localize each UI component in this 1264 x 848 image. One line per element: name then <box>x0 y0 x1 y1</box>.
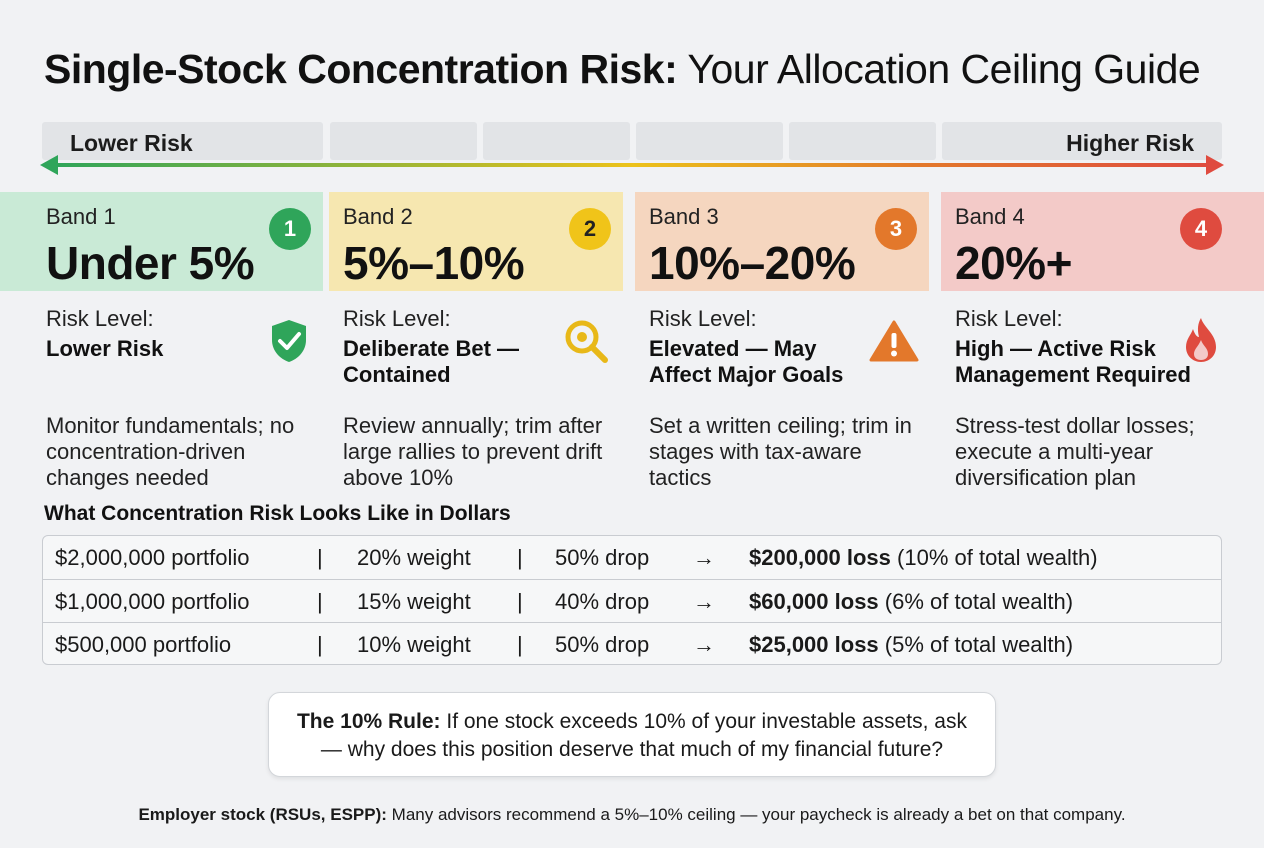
risk-gradient-arrow <box>40 155 1224 175</box>
price-drop: 50% drop <box>555 632 650 657</box>
band-4-risk-level: High — Active Risk Management Required <box>955 336 1191 387</box>
price-drop: 50% drop <box>555 545 650 570</box>
footer-text: Many advisors recommend a 5%–10% ceiling… <box>391 805 1126 824</box>
band-1-range: Under 5% <box>46 237 255 289</box>
portfolio-value: $1,000,000 portfolio <box>55 589 250 614</box>
band-4-badge: 4 <box>1180 208 1222 250</box>
arrow-right-icon: → <box>693 589 715 614</box>
scale-low-label: Lower Risk <box>70 130 193 156</box>
band-3-description: Set a written ceiling; trim in stages wi… <box>649 413 912 490</box>
table-row: $2,000,000 portfolio | 20% weight | 50% … <box>43 536 1221 579</box>
rule-title: The 10% Rule: <box>296 710 441 733</box>
page-title: Single-Stock Concentration Risk: Your Al… <box>44 46 1201 93</box>
scale-segment <box>942 122 1222 160</box>
scale-high-label: Higher Risk <box>1066 130 1194 156</box>
column-separator: | <box>317 545 323 570</box>
scale-segment <box>42 122 323 160</box>
band-2-name: Band 2 <box>343 204 413 229</box>
band-2-risk-level: Deliberate Bet — Contained <box>343 336 520 387</box>
loss-amount: $25,000 loss <box>749 632 879 657</box>
column-separator: | <box>517 632 523 657</box>
dollar-loss: $25,000 loss (5% of total wealth) <box>749 632 1073 658</box>
band-3-header: Band 3 10%–20% 3 <box>635 192 929 291</box>
column-separator: | <box>317 632 323 657</box>
portfolio-value: $500,000 portfolio <box>55 632 232 657</box>
loss-share: (5% of total wealth) <box>884 632 1074 657</box>
risk-level-label: Risk Level: <box>343 306 451 331</box>
loss-share: (6% of total wealth) <box>884 589 1074 614</box>
band-4-range: 20%+ <box>955 237 1072 289</box>
band-2-description: Review annually; trim after large rallie… <box>343 413 603 490</box>
loss-amount: $60,000 loss <box>749 589 879 614</box>
scale-segment <box>636 122 783 160</box>
band-1-body: Risk Level: Lower Risk Monitor fundament… <box>0 306 323 490</box>
dollars-section-title: What Concentration Risk Looks Like in Do… <box>44 502 511 525</box>
band-3-name: Band 3 <box>649 204 719 229</box>
risk-level-label: Risk Level: <box>46 306 154 331</box>
fire-icon <box>1180 316 1222 369</box>
band-1-header: Band 1 Under 5% 1 <box>0 192 323 291</box>
scale-segment <box>789 122 936 160</box>
band-4-name: Band 4 <box>955 204 1025 229</box>
band-4-description: Stress-test dollar losses; execute a mul… <box>955 413 1195 490</box>
shield-check-icon <box>269 318 309 369</box>
band-4-header: Band 4 20%+ 4 <box>941 192 1264 291</box>
band-1: Band 1 Under 5% 1 Risk Level: Lower Risk… <box>0 192 323 490</box>
band-1-name: Band 1 <box>46 204 116 229</box>
band-2-body: Risk Level: Deliberate Bet — Contained R… <box>329 306 623 490</box>
footer-bold: Employer stock (RSUs, ESPP): <box>138 805 387 824</box>
band-1-risk-level: Lower Risk <box>46 336 164 361</box>
band-2-badge: 2 <box>569 208 611 250</box>
loss-amount: $200,000 loss <box>749 545 891 570</box>
risk-level-label: Risk Level: <box>955 306 1063 331</box>
risk-level-label: Risk Level: <box>649 306 757 331</box>
risk-scale-track <box>42 122 1222 160</box>
band-1-description: Monitor fundamentals; no concentration-d… <box>46 413 295 490</box>
dollars-table: $2,000,000 portfolio | 20% weight | 50% … <box>42 535 1222 665</box>
table-row: $1,000,000 portfolio | 15% weight | 40% … <box>43 579 1221 622</box>
band-3-risk-level: Elevated — May Affect Major Goals <box>649 336 844 387</box>
band-4-body: Risk Level: High — Active Risk Managemen… <box>941 306 1264 490</box>
scale-segment <box>330 122 477 160</box>
band-4: Band 4 20%+ 4 Risk Level: High — Active … <box>941 192 1264 490</box>
ten-percent-rule-callout: The 10% Rule: If one stock exceeds 10% o… <box>268 692 996 777</box>
band-3: Band 3 10%–20% 3 Risk Level: Elevated — … <box>635 192 929 490</box>
band-1-badge: 1 <box>269 208 311 250</box>
rule-text-2: — why does this position deserve that mu… <box>320 738 944 761</box>
price-drop: 40% drop <box>555 589 650 614</box>
portfolio-value: $2,000,000 portfolio <box>55 545 250 570</box>
title-bold: Single-Stock Concentration Risk: <box>44 46 678 92</box>
table-row: $500,000 portfolio | 10% weight | 50% dr… <box>43 622 1221 665</box>
dollar-loss: $200,000 loss (10% of total wealth) <box>749 545 1098 571</box>
column-separator: | <box>317 589 323 614</box>
magnifier-icon <box>563 318 611 371</box>
band-3-badge: 3 <box>875 208 917 250</box>
arrow-right-icon: → <box>693 545 715 570</box>
warning-icon <box>869 320 919 367</box>
rule-text-1: If one stock exceeds 10% of your investa… <box>446 710 967 733</box>
dollar-loss: $60,000 loss (6% of total wealth) <box>749 589 1073 615</box>
footer-note: Employer stock (RSUs, ESPP): Many adviso… <box>0 805 1264 825</box>
stock-weight: 20% weight <box>357 545 471 570</box>
band-2-range: 5%–10% <box>343 237 525 289</box>
band-2-header: Band 2 5%–10% 2 <box>329 192 623 291</box>
title-rest: Your Allocation Ceiling Guide <box>687 46 1201 92</box>
stock-weight: 15% weight <box>357 589 471 614</box>
stock-weight: 10% weight <box>357 632 471 657</box>
band-3-body: Risk Level: Elevated — May Affect Major … <box>635 306 929 490</box>
loss-share: (10% of total wealth) <box>897 545 1098 570</box>
band-3-range: 10%–20% <box>649 237 856 289</box>
column-separator: | <box>517 589 523 614</box>
rule-line-1: The 10% Rule: If one stock exceeds 10% o… <box>269 708 995 736</box>
column-separator: | <box>517 545 523 570</box>
scale-segment <box>483 122 630 160</box>
band-2: Band 2 5%–10% 2 Risk Level: Deliberate B… <box>329 192 623 490</box>
arrow-right-icon: → <box>693 632 715 657</box>
